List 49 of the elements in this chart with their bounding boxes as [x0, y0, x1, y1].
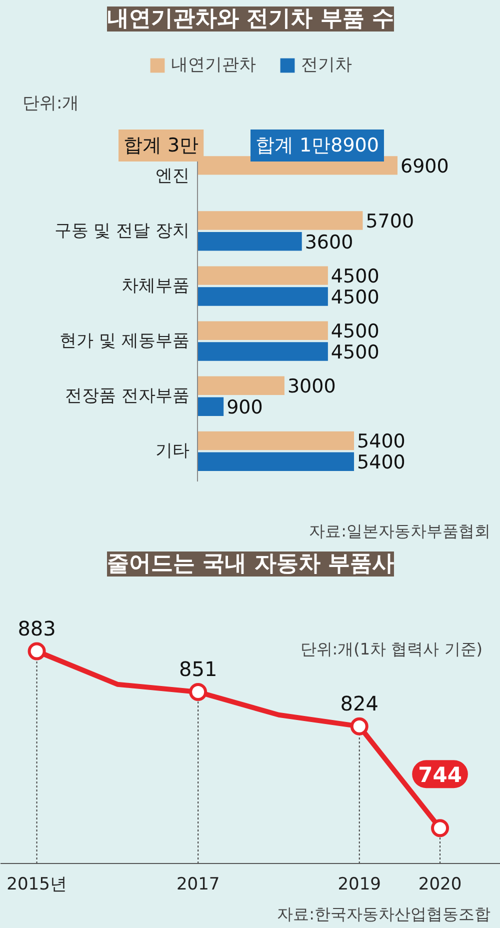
data-label: 5400	[357, 452, 406, 474]
text: 자료:일본자동차부품협회	[309, 522, 490, 540]
text: 단위:개	[22, 94, 80, 114]
y-tick-label: 기타	[156, 441, 190, 462]
point	[189, 682, 208, 701]
x-tick-label: 2020	[418, 874, 462, 894]
data-label: 5700	[366, 210, 414, 232]
point	[350, 717, 368, 736]
data-label: 4500	[330, 266, 380, 288]
legend-label: 전기차	[301, 54, 352, 76]
x-tick-label: 2017	[176, 874, 220, 894]
data-label: 3600	[304, 231, 354, 254]
data-label: 883	[18, 616, 56, 640]
y-tick-label: 엔진	[156, 166, 190, 186]
data-label: 3000	[287, 376, 336, 398]
annotation: 합계 1만8900	[256, 134, 379, 156]
y-tick-label: 전장품 전자부품	[65, 386, 190, 406]
data-label: 824	[340, 691, 378, 716]
data-label: 900	[226, 396, 263, 419]
y-tick-label: 차체부품	[122, 276, 190, 296]
bar	[198, 266, 328, 285]
y-tick-label: 현가 및 제동부품	[60, 331, 190, 352]
data-label: 6900	[400, 155, 449, 178]
bar	[198, 232, 302, 251]
data-label: 5400	[357, 430, 406, 453]
data-label: 851	[178, 656, 218, 681]
bar	[198, 376, 284, 396]
y-tick-label: 구동 및 전달 장치	[54, 220, 190, 241]
chart-title: 내연기관차와 전기차 부품 수	[107, 6, 394, 32]
point	[431, 819, 450, 838]
bar	[198, 342, 328, 361]
data-label: 4500	[330, 342, 380, 364]
bar	[198, 321, 328, 340]
chart-title: 줄어드는 국내 자동차 부품사	[107, 552, 394, 576]
annotation: 합계 3만	[124, 134, 199, 156]
bar	[198, 452, 354, 472]
bar	[198, 431, 354, 450]
x-tick-label: 2019	[338, 874, 382, 894]
data-label: 744	[418, 763, 462, 788]
x-tick-label: 2015년	[6, 874, 67, 894]
data-label: 4500	[330, 320, 380, 343]
bar	[198, 287, 328, 306]
bar	[198, 211, 363, 230]
annotation: 단위:개(1차 협력사 기준)	[300, 640, 483, 658]
point	[28, 642, 46, 660]
text: 자료:한국자동차산업협동조합	[277, 904, 490, 924]
legend-label: 내연기관차	[171, 54, 256, 76]
data-label: 4500	[330, 286, 380, 308]
bar	[198, 397, 224, 416]
